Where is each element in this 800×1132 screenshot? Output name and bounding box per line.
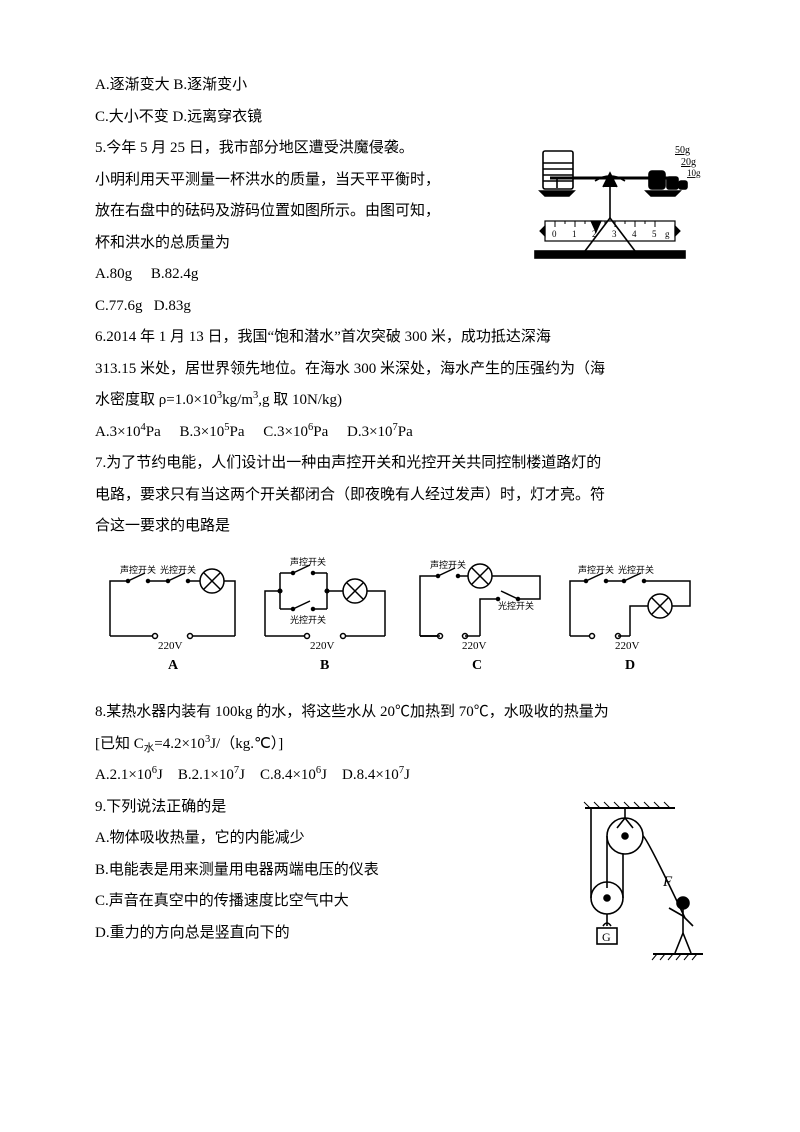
svg-text:3: 3 bbox=[612, 229, 617, 239]
q4-optB: B.逐渐变小 bbox=[173, 77, 247, 93]
q8-stem2: [已知 C水=4.2×103J/（kg.℃）] bbox=[95, 729, 705, 761]
svg-text:光控开关: 光控开关 bbox=[498, 600, 534, 611]
q7-stem1: 7.为了节约电能，人们设计出一种由声控开关和光控开关共同控制楼道路灯的 bbox=[95, 448, 705, 480]
q7-circuits: 声控开关光控开关 220V A 声控开关 光控开关 220V B bbox=[95, 551, 705, 694]
q4-optA: A.逐渐变大 bbox=[95, 77, 170, 93]
q6-optD: D.3×107Pa bbox=[347, 424, 413, 440]
q7-stem2: 电路，要求只有当这两个开关都闭合（即夜晚有人经过发声）时，灯才亮。符 bbox=[95, 480, 705, 512]
q5-optA: A.80g bbox=[95, 266, 132, 282]
svg-text:20g: 20g bbox=[681, 157, 696, 168]
svg-text:220V: 220V bbox=[158, 640, 183, 652]
svg-text:g: g bbox=[665, 229, 670, 239]
svg-text:光控开关: 光控开关 bbox=[160, 564, 196, 575]
q8-stem1: 8.某热水器内装有 100kg 的水，将这些水从 20℃加热到 70℃，水吸收的… bbox=[95, 697, 705, 729]
svg-text:2: 2 bbox=[592, 229, 597, 239]
svg-text:光控开关: 光控开关 bbox=[618, 564, 654, 575]
q6-optB: B.3×105Pa bbox=[180, 424, 245, 440]
q4-optC: C.大小不变 bbox=[95, 109, 169, 125]
svg-text:1: 1 bbox=[572, 229, 577, 239]
svg-text:F: F bbox=[662, 874, 673, 890]
svg-text:声控开关: 声控开关 bbox=[430, 559, 466, 570]
q5-optB: B.82.4g bbox=[151, 266, 199, 282]
q8-optD: D.8.4×107J bbox=[342, 767, 410, 783]
svg-text:220V: 220V bbox=[310, 640, 335, 652]
q8-opts: A.2.1×106J B.2.1×107J C.8.4×106J D.8.4×1… bbox=[95, 760, 705, 792]
q7-stem3: 合这一要求的电路是 bbox=[95, 511, 705, 543]
q6-stem2: 313.15 米处，居世界领先地位。在海水 300 米深处，海水产生的压强约为（… bbox=[95, 354, 705, 386]
q6-optA: A.3×104Pa bbox=[95, 424, 161, 440]
q4-line2: C.大小不变 D.远离穿衣镜 bbox=[95, 102, 705, 134]
q5-optD: D.83g bbox=[154, 298, 191, 314]
q6-opts: A.3×104Pa B.3×105Pa C.3×106Pa D.3×107Pa bbox=[95, 417, 705, 449]
svg-text:10g: 10g bbox=[687, 168, 701, 178]
svg-text:220V: 220V bbox=[615, 640, 640, 652]
svg-text:声控开关: 声控开关 bbox=[120, 564, 156, 575]
q6-stem3: 水密度取 ρ=1.0×103kg/m3,g 取 10N/kg) bbox=[95, 385, 705, 417]
svg-text:A: A bbox=[168, 658, 179, 673]
svg-text:声控开关: 声控开关 bbox=[290, 556, 326, 567]
svg-text:声控开关: 声控开关 bbox=[578, 564, 614, 575]
svg-text:4: 4 bbox=[632, 229, 637, 239]
svg-text:光控开关: 光控开关 bbox=[290, 614, 326, 625]
balance-figure: 50g 20g 10g 0 1 2 3 4 5 g bbox=[515, 133, 705, 276]
svg-text:0: 0 bbox=[552, 229, 557, 239]
q4-optD: D.远离穿衣镜 bbox=[173, 109, 263, 125]
svg-text:5: 5 bbox=[652, 229, 657, 239]
q8-optB: B.2.1×107J bbox=[178, 767, 245, 783]
svg-text:220V: 220V bbox=[462, 640, 487, 652]
q5-opts2: C.77.6g D.83g bbox=[95, 291, 705, 323]
q4-line1: A.逐渐变大 B.逐渐变小 bbox=[95, 70, 705, 102]
svg-text:D: D bbox=[625, 658, 635, 673]
pulley-figure: F G bbox=[575, 798, 705, 981]
svg-text:C: C bbox=[472, 658, 482, 673]
q6-stem1: 6.2014 年 1 月 13 日，我国“饱和潜水”首次突破 300 米，成功抵… bbox=[95, 322, 705, 354]
q5-optC: C.77.6g bbox=[95, 298, 143, 314]
svg-text:50g: 50g bbox=[675, 145, 690, 156]
q6-optC: C.3×106Pa bbox=[263, 424, 328, 440]
q8-optA: A.2.1×106J bbox=[95, 767, 163, 783]
svg-text:B: B bbox=[320, 658, 329, 673]
svg-text:G: G bbox=[602, 930, 611, 944]
q8-optC: C.8.4×106J bbox=[260, 767, 327, 783]
